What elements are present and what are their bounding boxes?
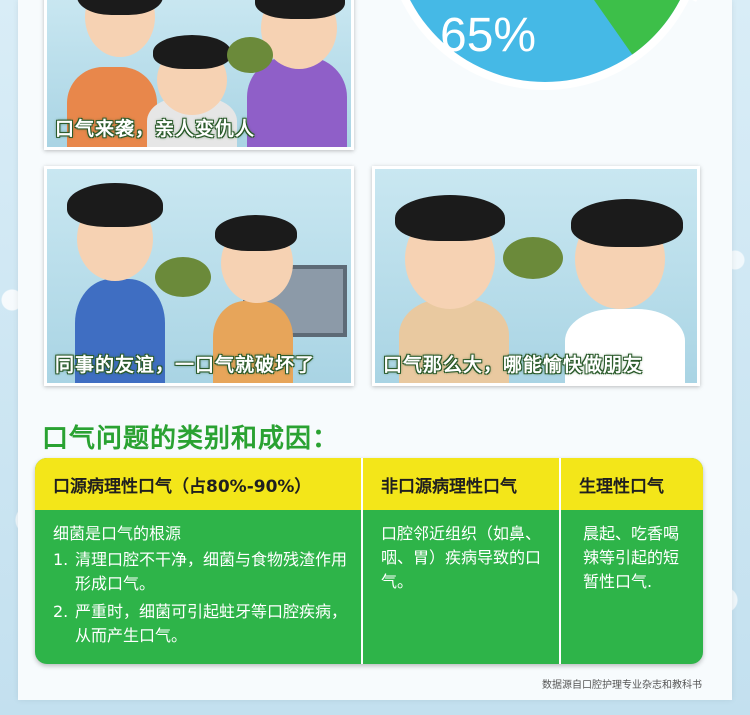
list-item: 1. 清理口腔不干净，细菌与食物残渣作用形成口气。 (53, 550, 348, 593)
list-item: 2. 严重时，细菌可引起蛀牙等口腔疾病，从而产生口气。 (53, 602, 348, 645)
panel-caption: 口气那么大，哪能愉快做朋友 (383, 354, 644, 376)
panel-caption: 同事的友谊，一口气就破坏了 (55, 354, 316, 376)
header-oral-pathological: 口源病理性口气（占80%-90%） (35, 458, 361, 510)
panel-caption: 口气来袭，亲人变仇人 (55, 118, 256, 140)
comic-panel-family: 口气来袭，亲人变仇人 (44, 0, 354, 150)
section-title: 口气问题的类别和成因： (42, 424, 340, 454)
header-non-oral-pathological: 非口源病理性口气 (363, 458, 559, 510)
header-physiological: 生理性口气 (561, 458, 703, 510)
column-divider (361, 458, 363, 664)
comic-panel-friends: 口气那么大，哪能愉快做朋友 (372, 166, 700, 386)
pie-green-slice (544, 0, 697, 55)
column-divider (559, 458, 561, 664)
pie-percent-label: 65% (440, 9, 537, 62)
source-note: 数据源自口腔护理专业杂志和教科书 (542, 680, 702, 691)
pie-chart: 65% (380, 0, 710, 120)
cell-oral-pathological: 细菌是口气的根源 1. 清理口腔不干净，细菌与食物残渣作用形成口气。 2. 严重… (53, 522, 349, 648)
cell-lead: 细菌是口气的根源 (53, 524, 182, 543)
cell-non-oral-pathological: 口腔邻近组织（如鼻、咽、胃）疾病导致的口气。 (381, 524, 542, 591)
comic-panel-coworker: 同事的友谊，一口气就破坏了 (44, 166, 354, 386)
cell-physiological: 晨起、吃香喝辣等引起的短暂性口气. (583, 524, 680, 591)
cause-table: 口源病理性口气（占80%-90%） 非口源病理性口气 生理性口气 细菌是口气的根… (35, 458, 703, 664)
